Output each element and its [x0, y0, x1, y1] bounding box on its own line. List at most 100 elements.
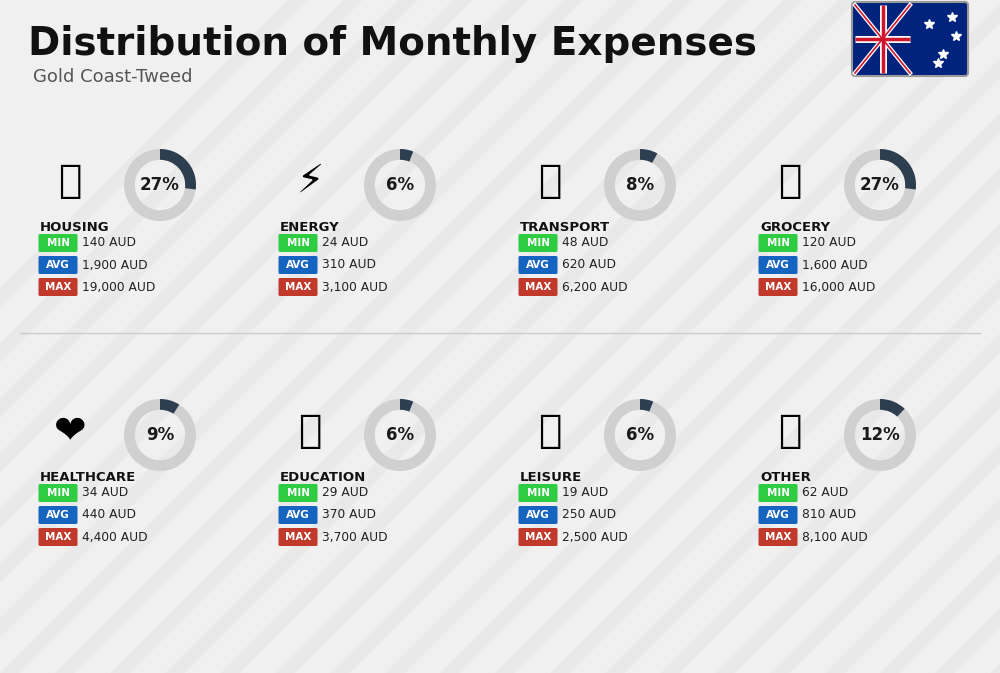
Text: 💰: 💰 [778, 412, 802, 450]
Text: AVG: AVG [766, 510, 790, 520]
FancyBboxPatch shape [852, 2, 968, 76]
Text: 🎓: 🎓 [298, 412, 322, 450]
Text: MIN: MIN [287, 488, 310, 498]
Text: 6%: 6% [386, 426, 414, 444]
Text: AVG: AVG [46, 510, 70, 520]
Text: 12%: 12% [860, 426, 900, 444]
Text: 120 AUD: 120 AUD [802, 236, 856, 250]
Wedge shape [844, 149, 916, 221]
Text: MAX: MAX [525, 282, 551, 292]
Wedge shape [640, 399, 653, 412]
FancyBboxPatch shape [278, 528, 318, 546]
Text: MAX: MAX [285, 532, 311, 542]
FancyBboxPatch shape [518, 528, 558, 546]
Wedge shape [364, 399, 436, 471]
Text: 6%: 6% [626, 426, 654, 444]
Text: 34 AUD: 34 AUD [82, 487, 128, 499]
Text: MAX: MAX [765, 282, 791, 292]
Text: 🚌: 🚌 [538, 162, 562, 200]
FancyBboxPatch shape [518, 484, 558, 502]
Text: MIN: MIN [767, 238, 790, 248]
Text: 140 AUD: 140 AUD [82, 236, 136, 250]
Text: TRANSPORT: TRANSPORT [520, 221, 610, 234]
FancyBboxPatch shape [278, 256, 318, 274]
Text: 3,100 AUD: 3,100 AUD [322, 281, 388, 293]
Wedge shape [880, 399, 905, 417]
Text: MIN: MIN [287, 238, 310, 248]
Text: 🛍: 🛍 [538, 412, 562, 450]
FancyBboxPatch shape [518, 278, 558, 296]
Wedge shape [844, 399, 916, 471]
Text: 370 AUD: 370 AUD [322, 509, 376, 522]
FancyBboxPatch shape [518, 234, 558, 252]
Text: MAX: MAX [285, 282, 311, 292]
Wedge shape [880, 149, 916, 190]
Text: 6%: 6% [386, 176, 414, 194]
Wedge shape [160, 149, 196, 190]
Text: 48 AUD: 48 AUD [562, 236, 608, 250]
FancyBboxPatch shape [518, 256, 558, 274]
FancyBboxPatch shape [759, 256, 798, 274]
Text: AVG: AVG [286, 510, 310, 520]
Wedge shape [124, 399, 196, 471]
Text: AVG: AVG [526, 510, 550, 520]
Text: 8%: 8% [626, 176, 654, 194]
FancyBboxPatch shape [759, 528, 798, 546]
Wedge shape [640, 149, 657, 163]
Text: 2,500 AUD: 2,500 AUD [562, 530, 628, 544]
Text: HOUSING: HOUSING [40, 221, 110, 234]
Text: ENERGY: ENERGY [280, 221, 340, 234]
Text: MAX: MAX [45, 282, 71, 292]
Text: 🏢: 🏢 [58, 162, 82, 200]
Text: MAX: MAX [525, 532, 551, 542]
Text: 3,700 AUD: 3,700 AUD [322, 530, 388, 544]
FancyBboxPatch shape [38, 506, 78, 524]
Text: AVG: AVG [766, 260, 790, 270]
Wedge shape [124, 149, 196, 221]
Text: 6,200 AUD: 6,200 AUD [562, 281, 628, 293]
FancyBboxPatch shape [278, 484, 318, 502]
Text: MIN: MIN [526, 238, 550, 248]
Text: 1,900 AUD: 1,900 AUD [82, 258, 148, 271]
Text: Distribution of Monthly Expenses: Distribution of Monthly Expenses [28, 25, 757, 63]
Text: 440 AUD: 440 AUD [82, 509, 136, 522]
FancyBboxPatch shape [278, 278, 318, 296]
Text: 24 AUD: 24 AUD [322, 236, 368, 250]
Wedge shape [160, 399, 179, 414]
Text: EDUCATION: EDUCATION [280, 471, 366, 484]
Text: 810 AUD: 810 AUD [802, 509, 856, 522]
Text: 9%: 9% [146, 426, 174, 444]
Text: 29 AUD: 29 AUD [322, 487, 368, 499]
Text: HEALTHCARE: HEALTHCARE [40, 471, 136, 484]
Text: AVG: AVG [526, 260, 550, 270]
Text: 27%: 27% [140, 176, 180, 194]
Wedge shape [400, 399, 413, 412]
Text: 620 AUD: 620 AUD [562, 258, 616, 271]
Wedge shape [364, 149, 436, 221]
Text: AVG: AVG [286, 260, 310, 270]
Text: 4,400 AUD: 4,400 AUD [82, 530, 148, 544]
FancyBboxPatch shape [759, 234, 798, 252]
Text: MIN: MIN [46, 488, 70, 498]
Text: 1,600 AUD: 1,600 AUD [802, 258, 868, 271]
FancyBboxPatch shape [38, 278, 78, 296]
Text: AVG: AVG [46, 260, 70, 270]
Text: GROCERY: GROCERY [760, 221, 830, 234]
Wedge shape [400, 149, 413, 162]
Text: 62 AUD: 62 AUD [802, 487, 848, 499]
Text: 16,000 AUD: 16,000 AUD [802, 281, 875, 293]
FancyBboxPatch shape [759, 278, 798, 296]
FancyBboxPatch shape [38, 528, 78, 546]
Wedge shape [604, 149, 676, 221]
Text: 310 AUD: 310 AUD [322, 258, 376, 271]
Text: ❤: ❤ [54, 412, 86, 450]
FancyBboxPatch shape [759, 484, 798, 502]
Text: MIN: MIN [767, 488, 790, 498]
Text: MIN: MIN [526, 488, 550, 498]
FancyBboxPatch shape [518, 506, 558, 524]
Wedge shape [604, 399, 676, 471]
FancyBboxPatch shape [759, 506, 798, 524]
FancyBboxPatch shape [278, 234, 318, 252]
Text: 19 AUD: 19 AUD [562, 487, 608, 499]
Text: 27%: 27% [860, 176, 900, 194]
